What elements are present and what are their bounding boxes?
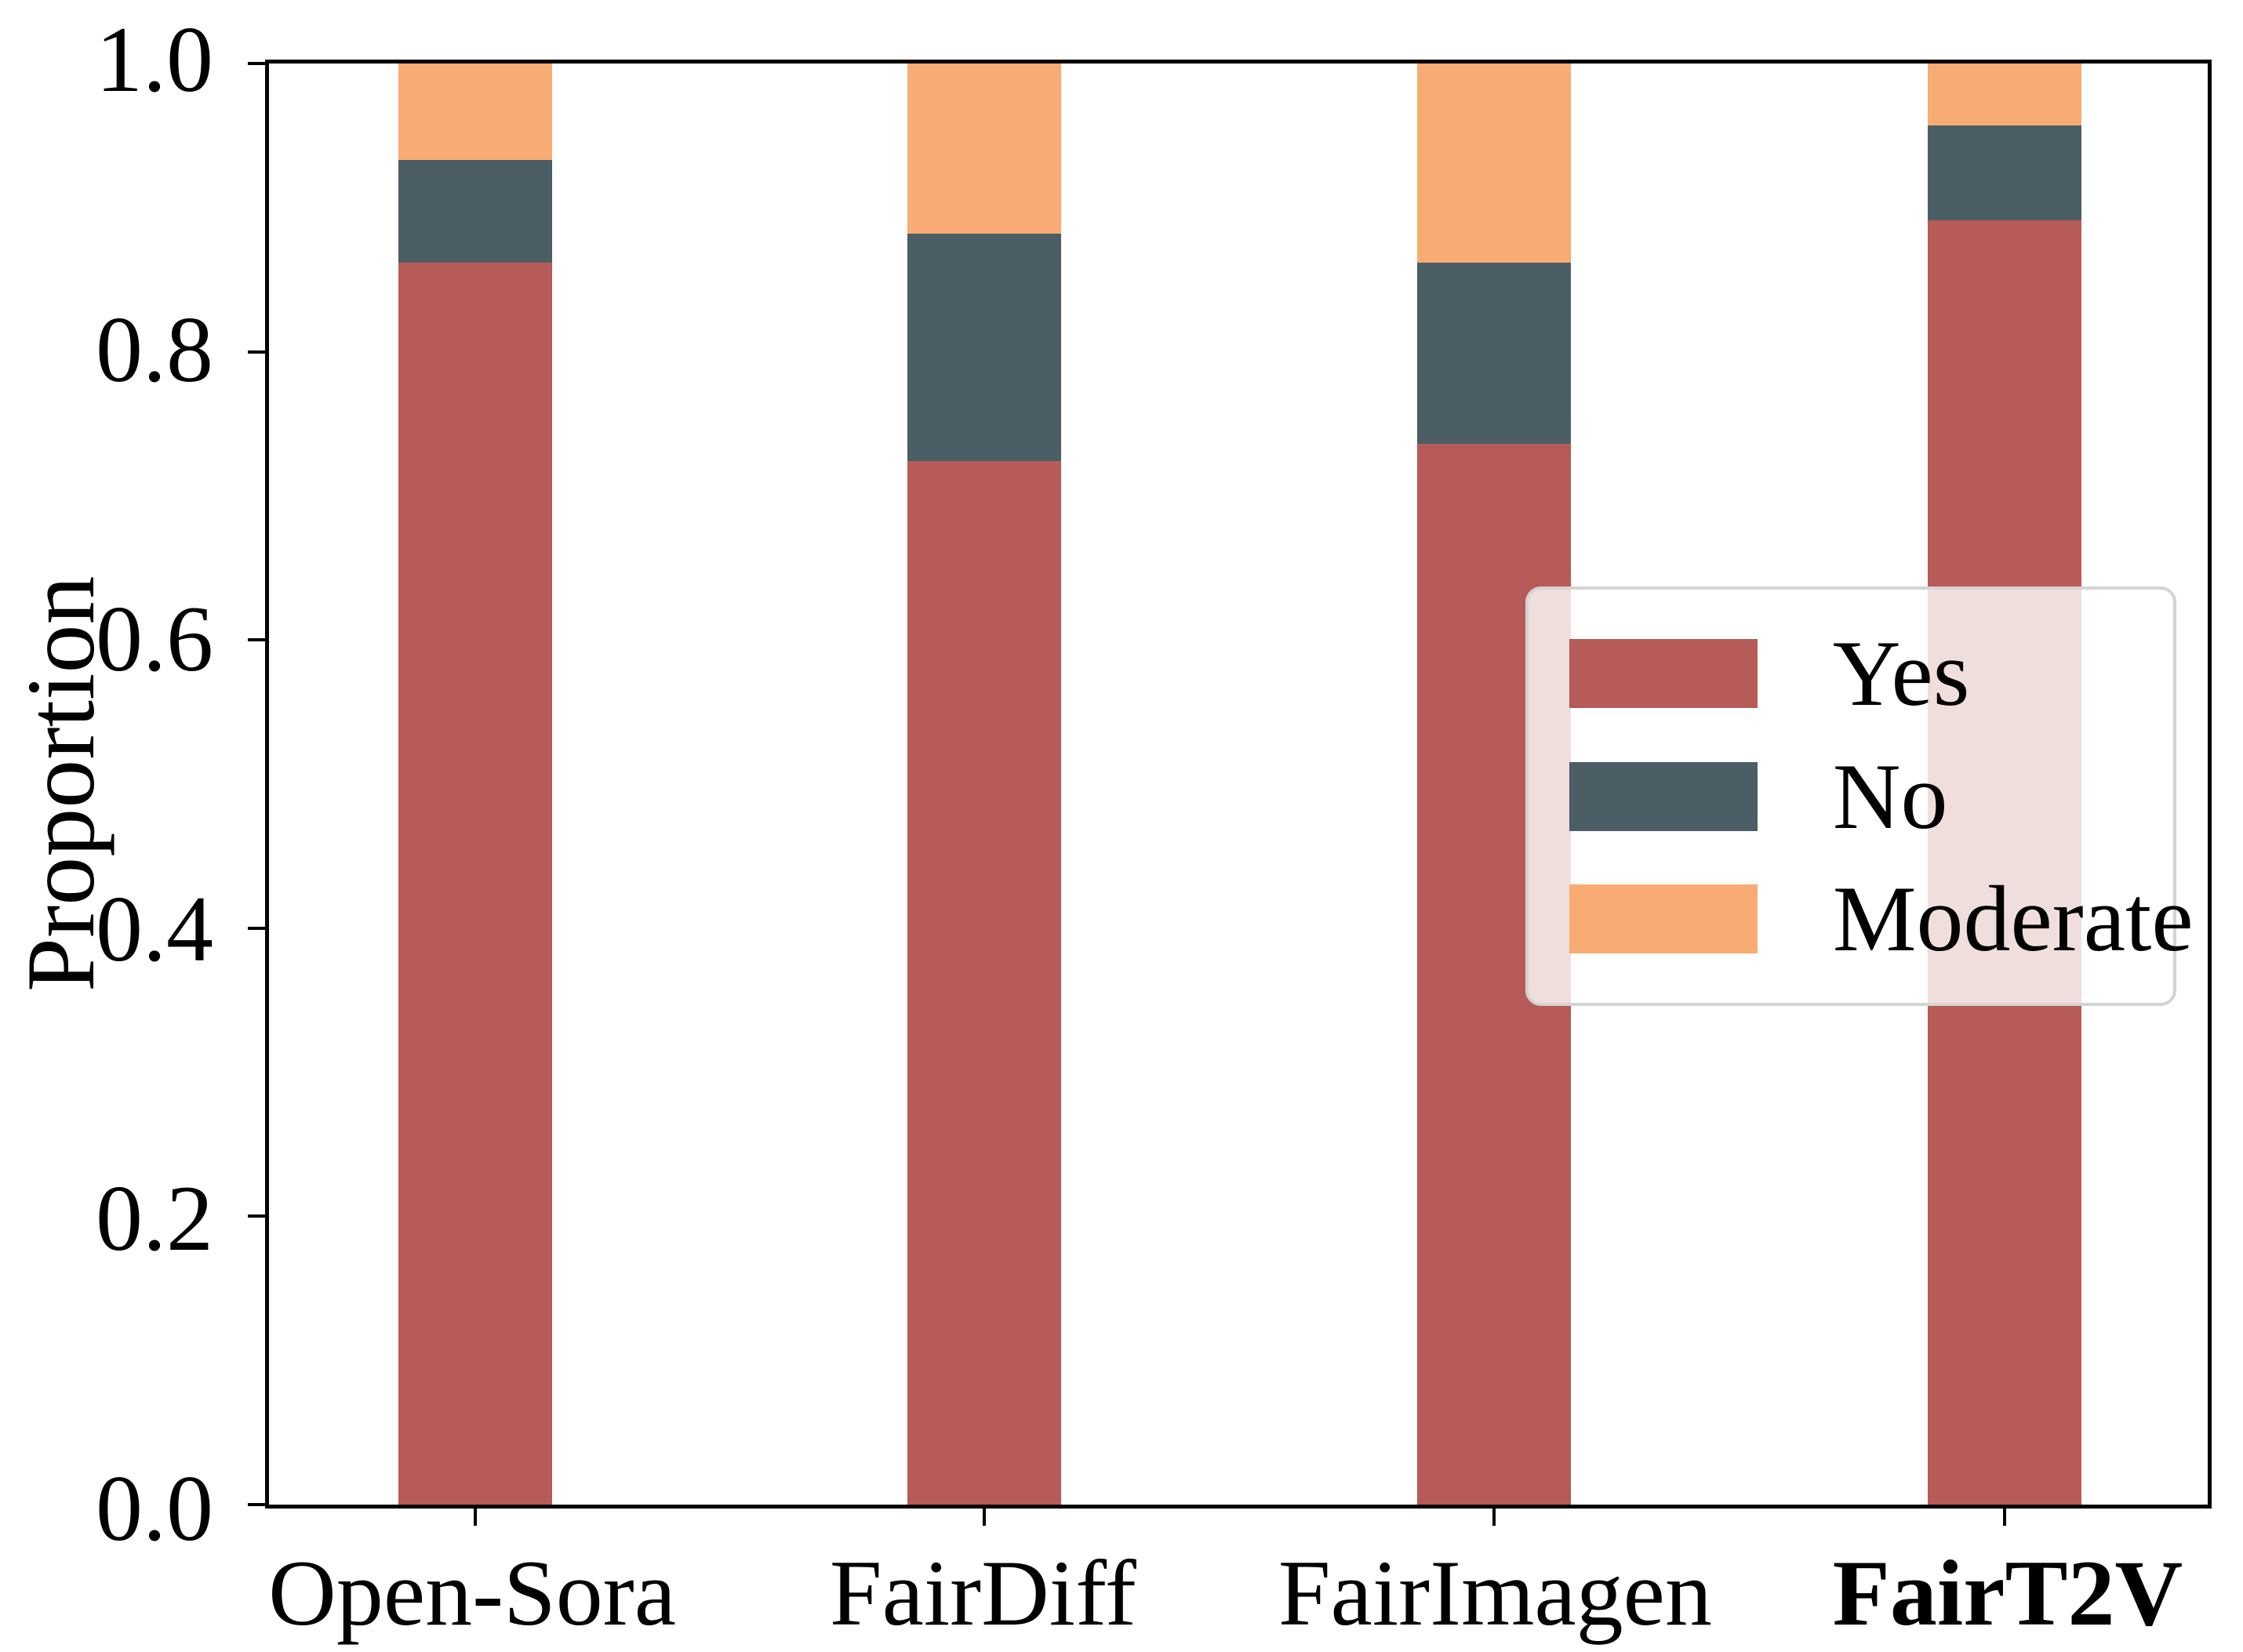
legend-swatch-yes (1569, 638, 1758, 708)
x-tick-fairdiff (982, 1509, 986, 1526)
bar-segment-no-fairdiff (907, 233, 1061, 462)
x-tick-label-fairimagen: FairImagen (1278, 1541, 1712, 1645)
y-tick-1.0 (248, 62, 265, 65)
bar-segment-no-fairimagen (1416, 262, 1572, 445)
y-tick-0.8 (248, 350, 265, 354)
bar-fairdiff (907, 64, 1061, 1505)
plot-area: Yes No Moderate (248, 60, 2212, 1526)
legend-label-yes: Yes (1832, 620, 1970, 725)
bar-segment-yes-fairdiff (907, 461, 1061, 1505)
y-tick-label-0.8: 0.8 (96, 296, 213, 401)
bar-segment-moderate-fairimagen (1416, 64, 1572, 263)
legend-swatch-no (1569, 761, 1758, 831)
y-tick-0.6 (248, 638, 265, 642)
y-tick-label-1.0: 1.0 (96, 7, 213, 111)
x-tick-open-sora (474, 1509, 478, 1526)
legend-entry-moderate: Moderate (1569, 872, 2194, 966)
bar-segment-yes-open-sora (398, 262, 553, 1505)
bar-open-sora (398, 64, 553, 1505)
bar-segment-moderate-fairt2v (1927, 64, 2082, 126)
y-tick-label-0.2: 0.2 (96, 1166, 213, 1271)
x-tick-fairt2v (2002, 1509, 2006, 1526)
y-tick-label-0.0: 0.0 (96, 1456, 213, 1560)
y-tick-label-0.4: 0.4 (96, 876, 213, 981)
legend-entry-yes: Yes (1569, 626, 2174, 721)
x-tick-label-fairt2v: FairT2V (1832, 1541, 2183, 1645)
bar-segment-no-fairt2v (1927, 125, 2082, 221)
bar-segment-no-open-sora (398, 160, 553, 263)
x-tick-label-open-sora: Open-Sora (268, 1541, 676, 1645)
x-tick-fairimagen (1492, 1509, 1496, 1526)
y-tick-0.2 (248, 1214, 265, 1218)
legend-label-moderate: Moderate (1832, 866, 2194, 971)
x-tick-label-fairdiff: FairDiff (829, 1541, 1136, 1645)
y-axis-title: Proportion (7, 575, 115, 993)
y-tick-0.0 (248, 1503, 265, 1506)
y-tick-label-0.6: 0.6 (96, 586, 213, 692)
y-tick-0.4 (248, 926, 265, 930)
bar-segment-moderate-open-sora (398, 64, 553, 161)
legend-entry-no: No (1569, 743, 2174, 848)
legend: Yes No Moderate (1525, 586, 2194, 1007)
legend-label-no: No (1832, 743, 1948, 848)
bar-segment-moderate-fairdiff (907, 64, 1061, 234)
legend-swatch-moderate (1569, 884, 1758, 954)
